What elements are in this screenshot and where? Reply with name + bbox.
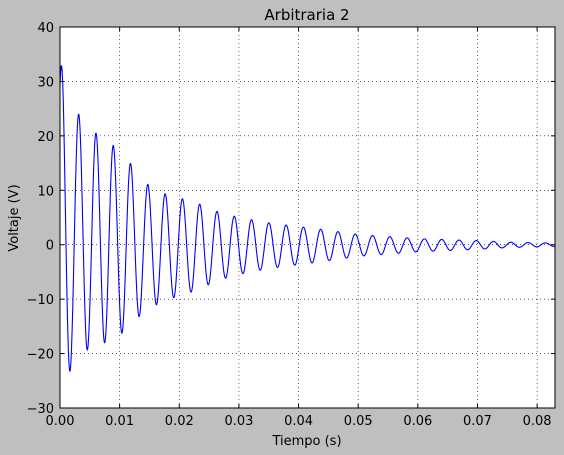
series-layer xyxy=(60,65,555,372)
y-tick-label: 30 xyxy=(37,75,54,90)
plot-frame xyxy=(59,26,556,409)
axis-ticks: 0.00 0.01 0.02 0.03 0.04 0.05 0.06 0.07 0.08 −30 −… xyxy=(27,21,555,429)
x-tick-label: 0.03 xyxy=(224,414,253,429)
x-axis-label: Tiempo (s) xyxy=(271,434,341,449)
y-tick-label: −10 xyxy=(27,293,54,308)
y-tick-label: 0 xyxy=(46,239,54,254)
chart-title: Arbitraria 2 xyxy=(264,6,349,24)
y-tick-label: 20 xyxy=(37,130,54,145)
x-tick-label: 0.07 xyxy=(463,414,492,429)
plot-area xyxy=(60,27,555,408)
y-tick-label: −30 xyxy=(27,402,54,417)
y-tick-label: 40 xyxy=(37,21,54,36)
x-tick-label: 0.02 xyxy=(165,414,194,429)
y-tick-label: −20 xyxy=(27,348,54,363)
x-tick-label: 0.08 xyxy=(523,414,552,429)
y-tick-label: 10 xyxy=(37,184,54,199)
x-tick-label: 0.05 xyxy=(344,414,373,429)
y-axis-label: Voltaje (V) xyxy=(7,184,22,251)
x-tick-label: 0.06 xyxy=(403,414,432,429)
x-tick-label: 0.04 xyxy=(284,414,313,429)
x-tick-label: 0.01 xyxy=(105,414,134,429)
series-line xyxy=(60,65,555,372)
x-tick-label: 0.00 xyxy=(46,414,75,429)
